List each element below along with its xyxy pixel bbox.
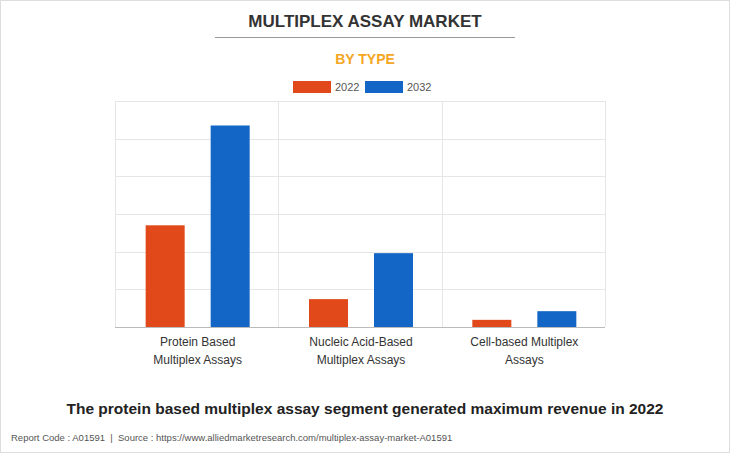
grid-line — [115, 289, 605, 290]
grid-line — [115, 176, 605, 177]
grid-line — [115, 139, 605, 140]
bar — [146, 225, 185, 327]
legend-label: 2032 — [407, 81, 431, 93]
grid-line — [115, 327, 605, 328]
bar — [472, 320, 511, 327]
chart: MULTIPLEX ASSAY MARKET BY TYPE 2022 2032 Pro… — [0, 0, 730, 453]
bar — [374, 253, 413, 327]
legend-swatch — [293, 81, 331, 93]
category-separator — [442, 101, 443, 327]
subtitle: BY TYPE — [335, 51, 395, 67]
bar — [309, 299, 348, 327]
title: MULTIPLEX ASSAY MARKET — [248, 12, 482, 31]
grid-line — [115, 214, 605, 215]
background — [1, 1, 730, 453]
bar — [211, 125, 250, 327]
x-tick-label: Cell-based MultiplexAssays — [470, 335, 578, 367]
category-separator — [115, 101, 116, 327]
bars — [146, 125, 577, 327]
legend-label: 2022 — [335, 81, 359, 93]
bar — [537, 311, 576, 327]
legend-swatch — [365, 81, 403, 93]
category-separator — [605, 101, 606, 327]
category-separator — [278, 101, 279, 327]
legend: 2022 2032 — [293, 81, 431, 93]
title-rule — [215, 37, 515, 38]
x-tick-label: Nucleic Acid-BasedMultiplex Assays — [309, 335, 412, 367]
grid-line — [115, 101, 605, 102]
grid-line — [115, 252, 605, 253]
grid — [115, 101, 606, 328]
source-note: Report Code : A01591 | Source : https://… — [11, 432, 452, 443]
x-tick-label: Protein BasedMultiplex Assays — [153, 335, 242, 367]
caption: The protein based multiplex assay segmen… — [67, 400, 664, 417]
